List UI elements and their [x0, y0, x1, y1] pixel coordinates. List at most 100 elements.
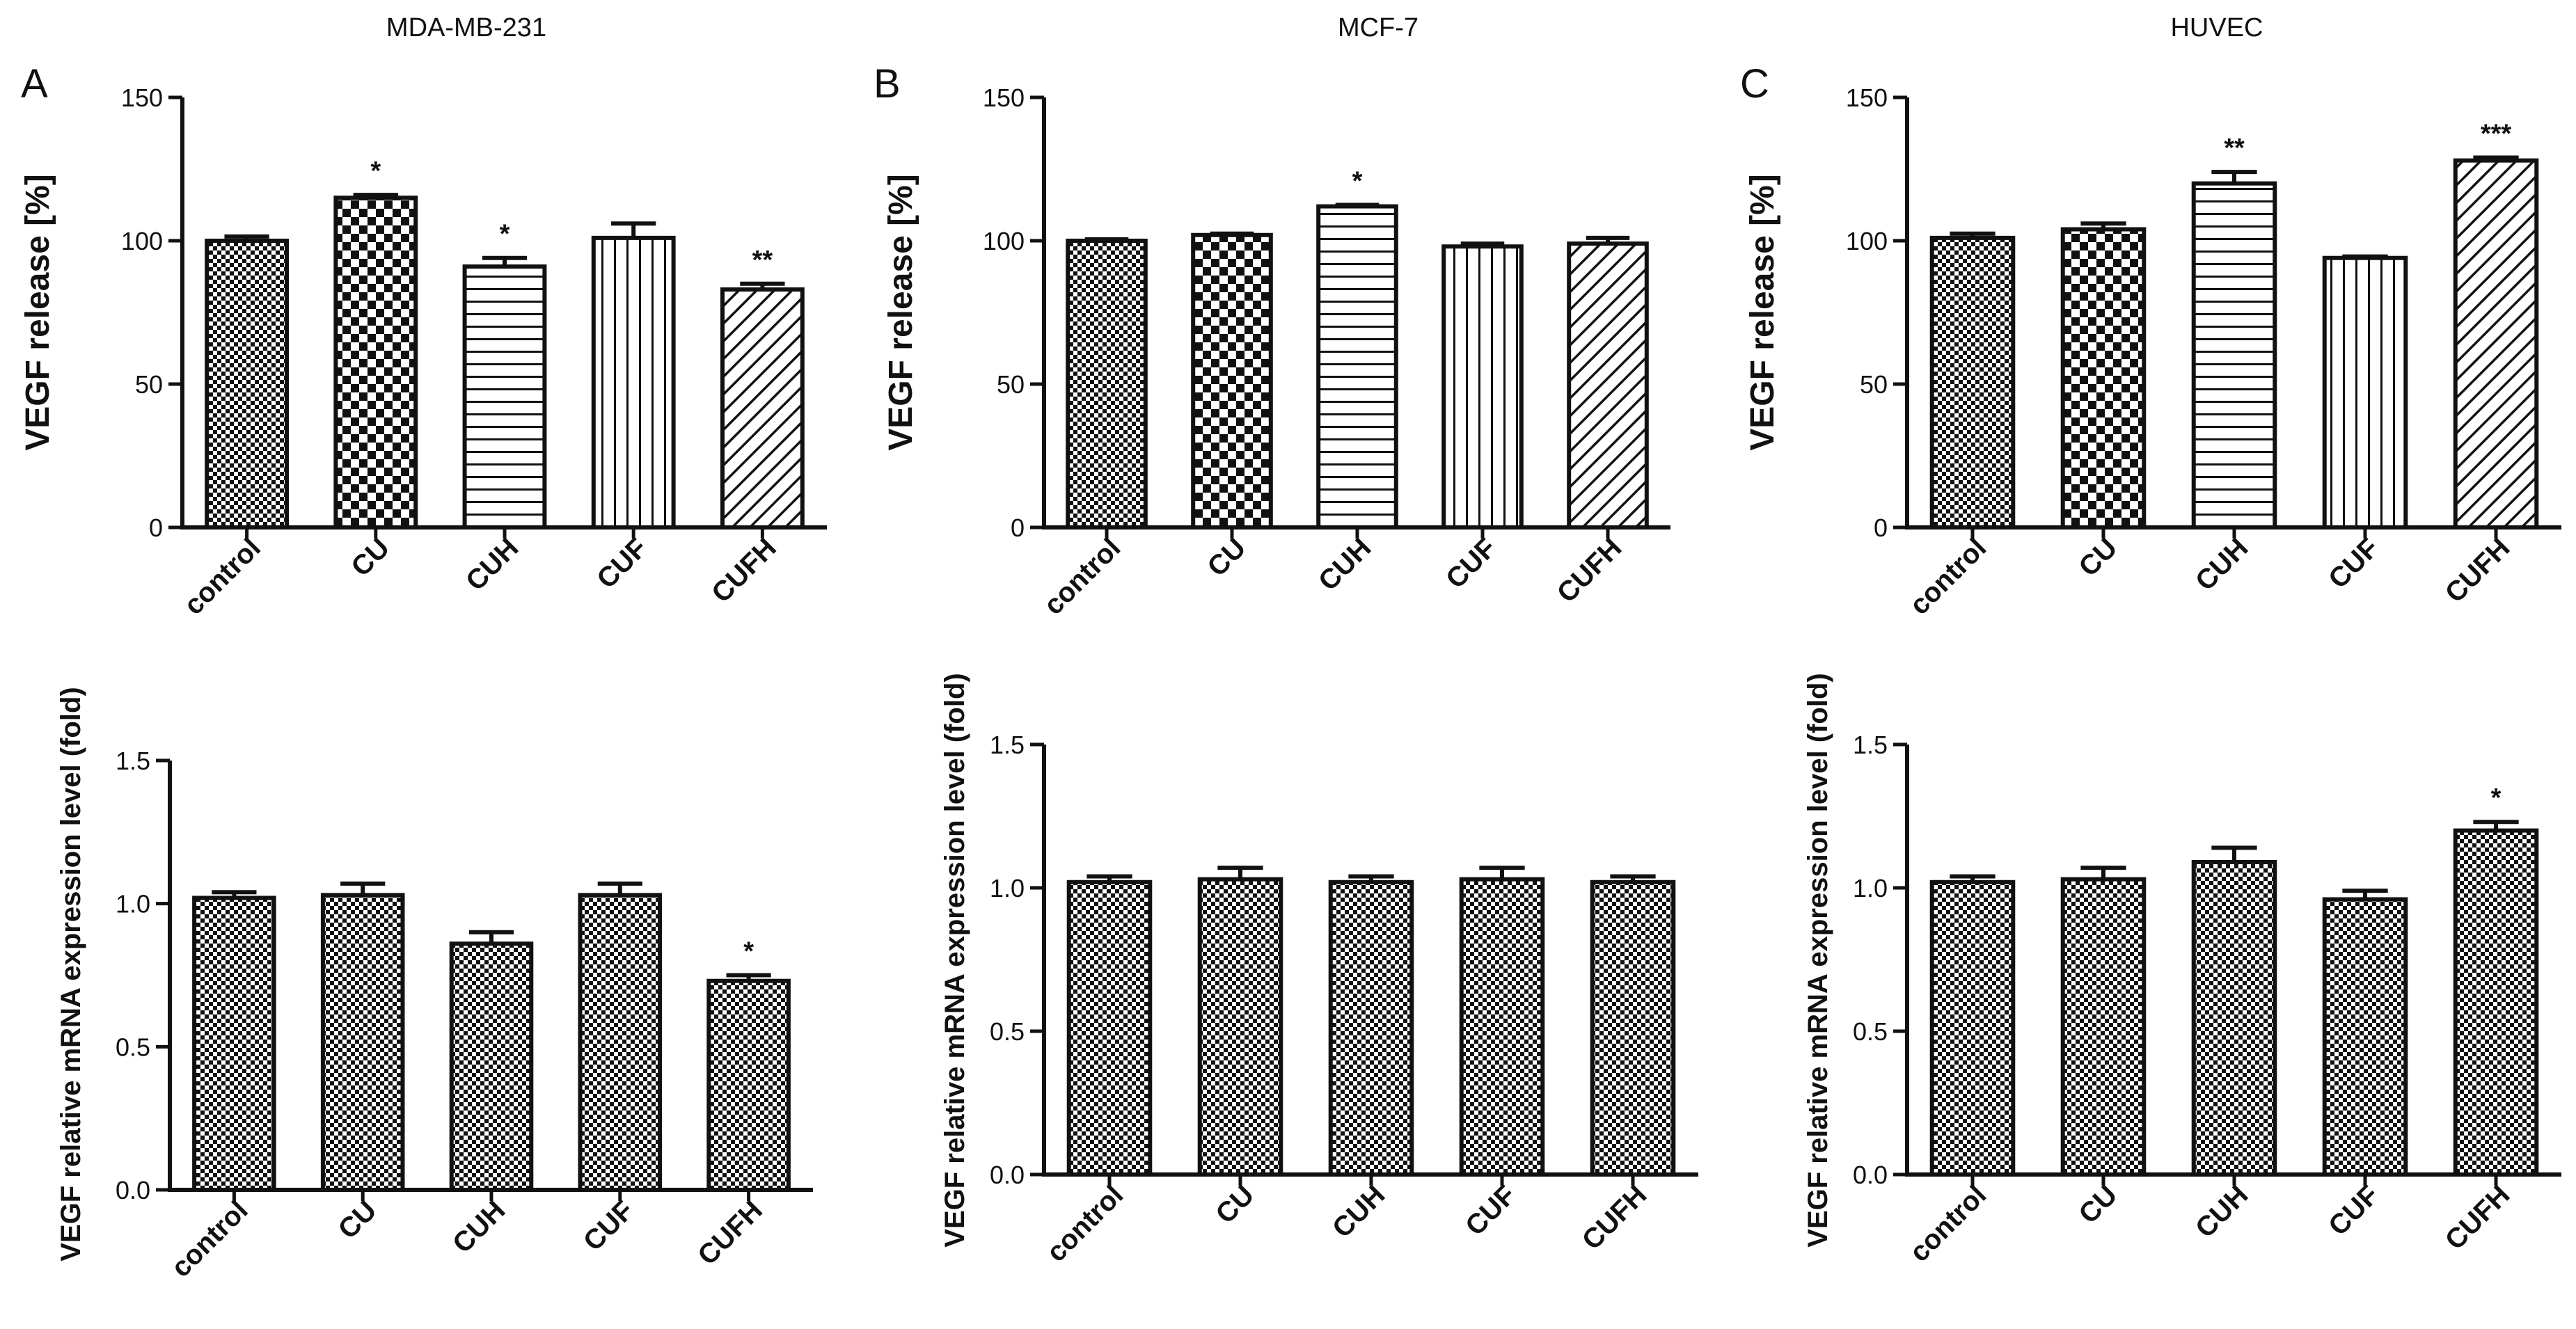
- bar-control: [1066, 880, 1153, 1177]
- panel-letter-c: C: [1740, 61, 1769, 106]
- x-tick-label-cuf: CUF: [2323, 532, 2385, 594]
- bar-control: [1929, 235, 2016, 530]
- bar-cufh: [720, 287, 805, 530]
- y-axis-label: VEGF release [%]: [883, 174, 919, 451]
- x-tick-label-cufh: CUFH: [706, 532, 782, 609]
- y-tick-label: 0.0: [990, 1161, 1025, 1189]
- bar-cu: [2060, 877, 2147, 1177]
- bar-control: [192, 896, 276, 1192]
- chart-C-bottom: VEGF relative mRNA expression level (fol…: [1803, 673, 2561, 1268]
- panel-title-c: HUVEC: [2170, 13, 2263, 42]
- y-tick-label: 1.5: [116, 747, 150, 775]
- y-tick-label: 0.0: [1853, 1161, 1888, 1189]
- x-tick-label-cu: CU: [2073, 1179, 2123, 1229]
- panel-title-b: MCF-7: [1338, 13, 1419, 42]
- bar-cuf: [2322, 255, 2408, 530]
- bar-cuh: [462, 264, 547, 530]
- x-tick-label-cuh: CUH: [2190, 532, 2254, 596]
- significance-marker: *: [370, 157, 381, 186]
- x-tick-label-cuh: CUH: [460, 532, 524, 596]
- bar-cuf: [2322, 897, 2408, 1177]
- charts-layer: VEGF release [%] 0 50 100 150 control * CU * CUH C…: [19, 83, 2561, 1283]
- y-tick-label: 1.0: [1853, 874, 1888, 902]
- bar-cufh: [706, 978, 791, 1193]
- x-tick-label-cu: CU: [2073, 532, 2123, 582]
- bar-cuf: [591, 235, 676, 530]
- bar-cuf: [578, 893, 663, 1192]
- x-tick-label-control: control: [1904, 532, 1992, 621]
- x-tick-label-cuf: CUF: [578, 1195, 640, 1257]
- x-tick-label-cuf: CUF: [1440, 532, 1502, 594]
- bar-cuh: [1316, 204, 1398, 530]
- x-tick-label-control: control: [178, 532, 267, 621]
- x-tick-label-control: control: [1904, 1179, 1992, 1268]
- panel-title-a: MDA-MB-231: [386, 13, 546, 42]
- x-tick-label-cuh: CUH: [1313, 532, 1377, 596]
- y-tick-label: 0.5: [1853, 1017, 1888, 1046]
- significance-marker: **: [2224, 134, 2245, 163]
- y-tick-label: 1.0: [116, 890, 150, 918]
- y-tick-label: 150: [983, 83, 1025, 112]
- chart-B-bottom: VEGF relative mRNA expression level (fol…: [940, 673, 1698, 1268]
- y-tick-label: 0.5: [990, 1017, 1025, 1046]
- chart-A-bottom: VEGF relative mRNA expression level (fol…: [56, 687, 813, 1283]
- bar-cufh: [2453, 828, 2539, 1177]
- x-tick-label-cufh: CUFH: [692, 1195, 768, 1271]
- x-tick-label-cuf: CUF: [2323, 1179, 2385, 1241]
- y-tick-label: 0.5: [116, 1033, 150, 1061]
- bar-cu: [320, 893, 405, 1192]
- bar-cu: [1191, 232, 1273, 530]
- x-tick-label-cuh: CUH: [1327, 1179, 1391, 1243]
- y-axis-label: VEGF relative mRNA expression level (fol…: [940, 673, 970, 1247]
- x-tick-label-cufh: CUFH: [2440, 1179, 2516, 1256]
- y-axis-label: VEGF relative mRNA expression level (fol…: [1803, 673, 1833, 1247]
- x-tick-label-cufh: CUFH: [1577, 1179, 1653, 1256]
- bar-cu: [1197, 877, 1283, 1177]
- y-tick-label: 0.0: [116, 1176, 150, 1204]
- bar-control: [205, 239, 290, 530]
- x-tick-label-control: control: [1041, 1179, 1129, 1268]
- x-tick-label-cuf: CUF: [1460, 1179, 1522, 1241]
- bar-cuh: [2191, 859, 2277, 1177]
- significance-marker: ***: [2481, 120, 2512, 149]
- x-tick-label-cu: CU: [1201, 532, 1251, 582]
- x-tick-label-control: control: [1038, 532, 1126, 621]
- x-tick-label-cu: CU: [345, 532, 395, 582]
- significance-marker: *: [500, 220, 510, 249]
- panel-letter-b: B: [874, 61, 901, 106]
- y-tick-label: 0: [1011, 514, 1025, 542]
- bar-cufh: [1567, 241, 1649, 530]
- significance-marker: **: [752, 246, 773, 275]
- bar-cuh: [1328, 880, 1414, 1177]
- y-tick-label: 100: [1846, 227, 1888, 255]
- bar-cufh: [2453, 158, 2539, 530]
- y-tick-label: 100: [121, 227, 163, 255]
- chart-C-top: VEGF release [%] 0 50 100 150 control CU ** CUH C…: [1744, 83, 2561, 621]
- x-tick-label-control: control: [166, 1195, 254, 1283]
- significance-marker: *: [2491, 783, 2502, 813]
- y-axis-label: VEGF release [%]: [19, 174, 56, 451]
- y-tick-label: 50: [1860, 370, 1888, 399]
- y-tick-label: 1.5: [1853, 731, 1888, 759]
- x-tick-label-cu: CU: [1210, 1179, 1260, 1229]
- significance-marker: *: [743, 937, 754, 966]
- bar-cuh: [2191, 181, 2277, 530]
- chart-B-top: VEGF release [%] 0 50 100 150 control CU * CUH CU…: [883, 83, 1670, 621]
- y-tick-label: 1.0: [990, 874, 1025, 902]
- bar-control: [1929, 880, 2016, 1177]
- y-tick-label: 50: [997, 370, 1025, 399]
- significance-marker: *: [1352, 167, 1363, 196]
- x-tick-label-cufh: CUFH: [1551, 532, 1628, 609]
- x-tick-label-cu: CU: [333, 1195, 383, 1245]
- x-tick-label-cufh: CUFH: [2440, 532, 2516, 609]
- bar-control: [1066, 239, 1148, 530]
- y-tick-label: 150: [1846, 83, 1888, 112]
- y-tick-label: 100: [983, 227, 1025, 255]
- bar-cuf: [1441, 244, 1524, 530]
- chart-A-top: VEGF release [%] 0 50 100 150 control * CU * CUH C…: [19, 83, 827, 621]
- y-tick-label: 0: [149, 514, 163, 542]
- bar-cu: [333, 196, 418, 530]
- bar-cufh: [1590, 880, 1676, 1177]
- y-tick-label: 150: [121, 83, 163, 112]
